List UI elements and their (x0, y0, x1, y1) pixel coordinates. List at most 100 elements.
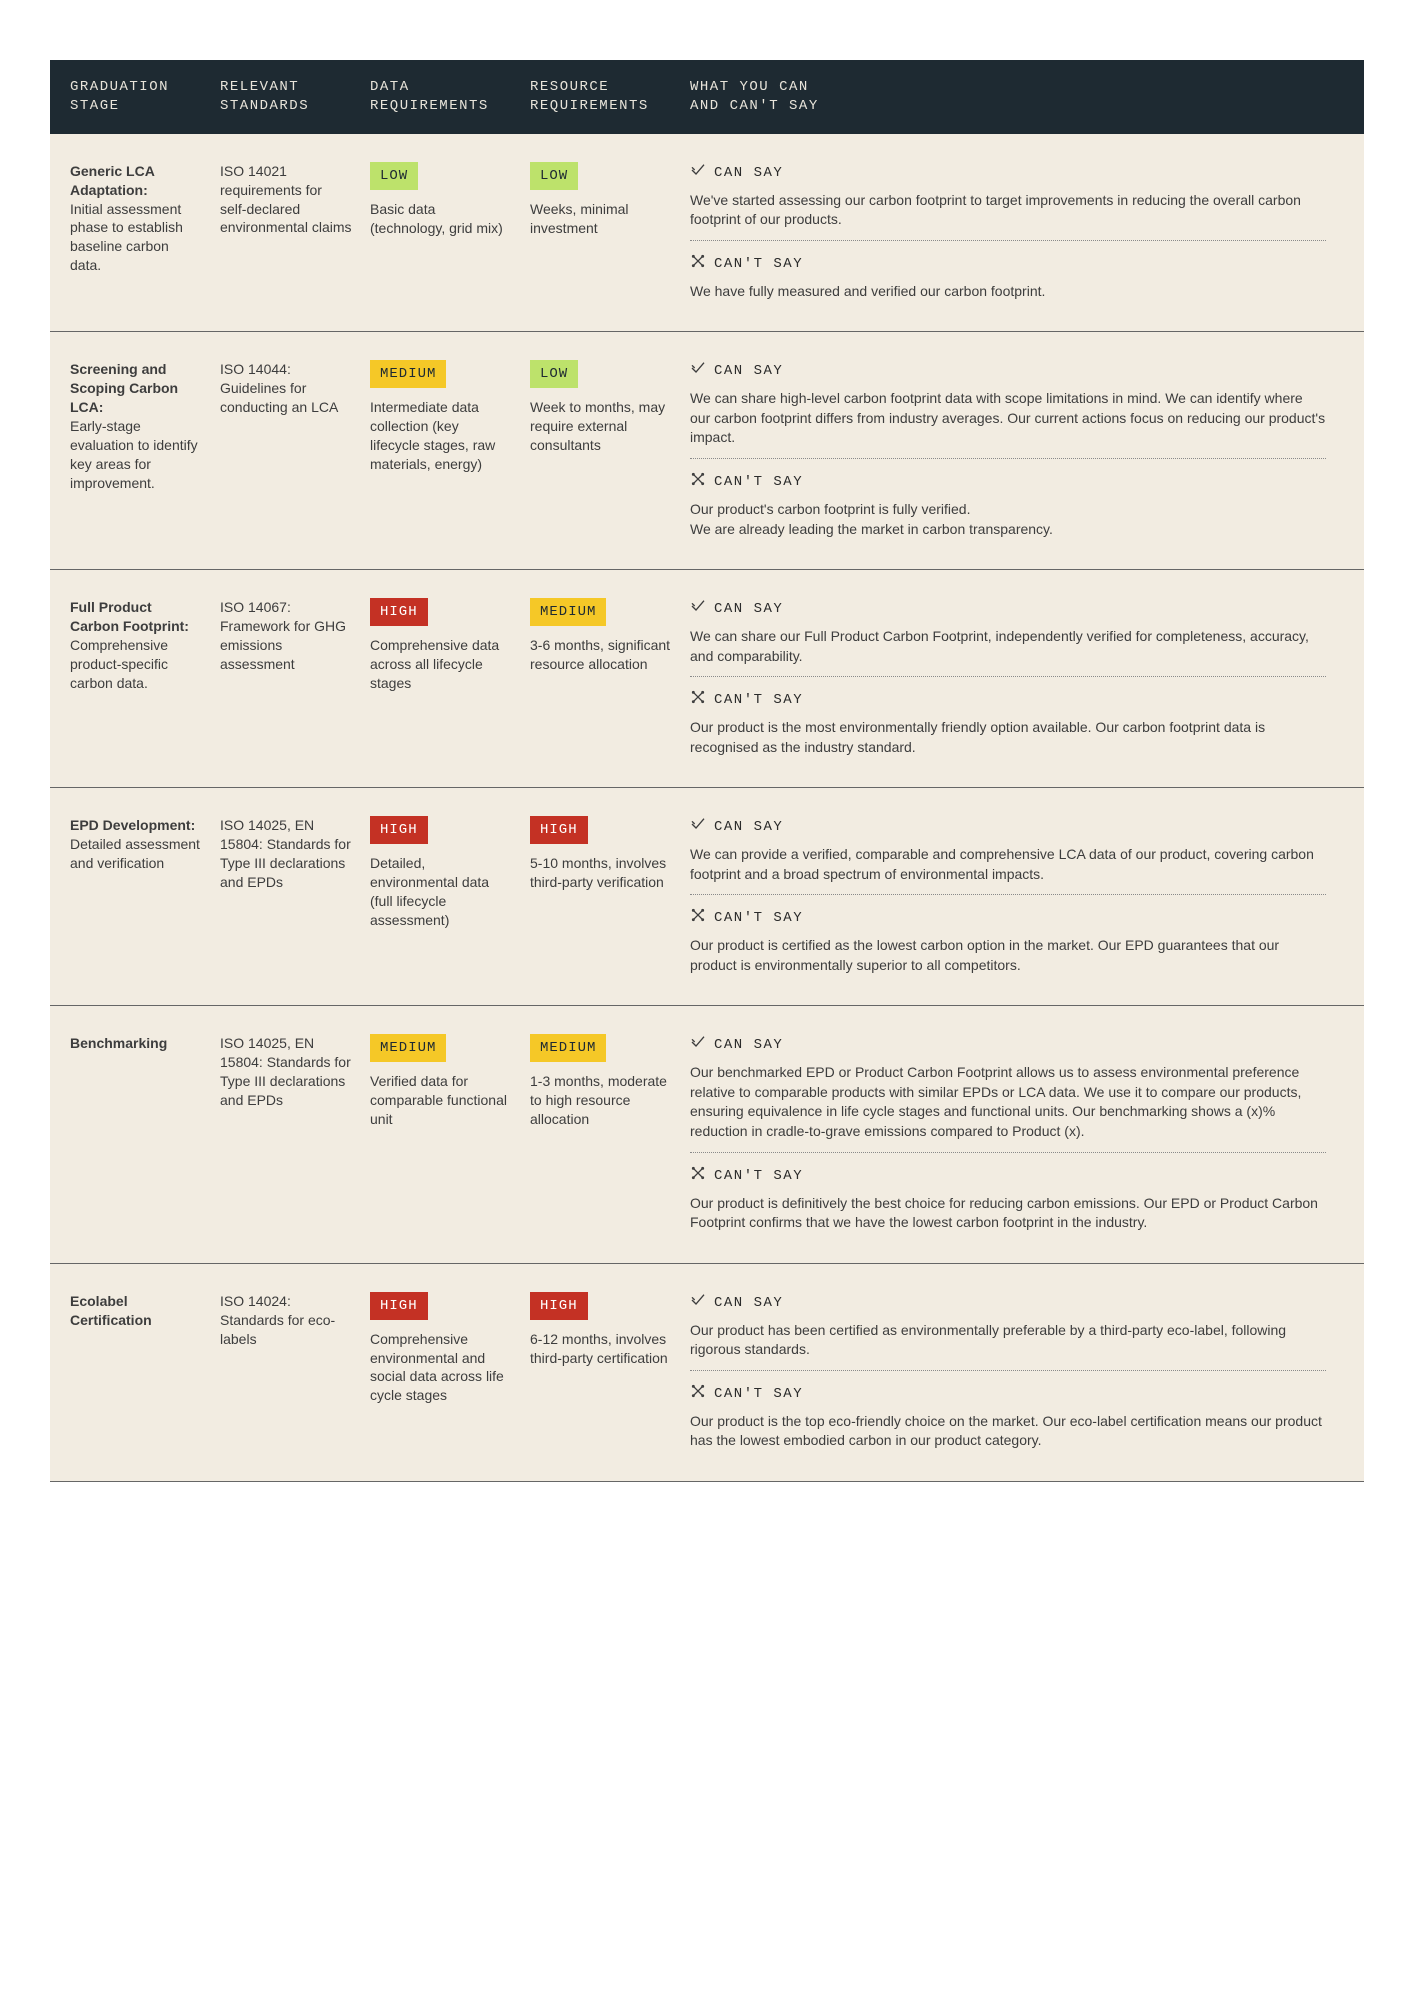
can-say-text: Our benchmarked EPD or Product Carbon Fo… (690, 1063, 1326, 1141)
table-row: BenchmarkingISO 14025, EN 15804: Standar… (50, 1006, 1364, 1263)
say-cell: CAN SAY Our product has been certified as… (690, 1292, 1344, 1455)
header-say: WHAT YOU CANAND CAN'T SAY (690, 78, 1344, 116)
stage-description: Early-stage evaluation to identify key a… (70, 417, 202, 493)
data-requirements-cell: HIGH Detailed, environmental data (full l… (370, 816, 530, 979)
say-cell: CAN SAY We can share high-level carbon fo… (690, 360, 1344, 543)
cant-say-header: CAN'T SAY (690, 471, 1326, 494)
can-say-label: CAN SAY (714, 1036, 783, 1055)
data-level-badge: LOW (370, 162, 418, 190)
resource-requirements-text: Weeks, minimal investment (530, 200, 672, 238)
can-say-header: CAN SAY (690, 1034, 1326, 1057)
resource-level-badge: HIGH (530, 1292, 588, 1320)
stage-description: Comprehensive product-specific carbon da… (70, 636, 202, 693)
resource-requirements-cell: MEDIUM1-3 months, moderate to high resou… (530, 1034, 690, 1236)
standards-cell: ISO 14024: Standards for eco-labels (220, 1292, 370, 1455)
table-row: Screening and Scoping Carbon LCA:Early-s… (50, 332, 1364, 570)
stage-title: EPD Development: (70, 816, 202, 835)
header-data: DATAREQUIREMENTS (370, 78, 530, 116)
cross-icon (690, 1165, 706, 1188)
cant-say-label: CAN'T SAY (714, 1167, 803, 1186)
stage-title: Full Product Carbon Footprint: (70, 598, 202, 636)
resource-requirements-text: 5-10 months, involves third-party verifi… (530, 854, 672, 892)
can-say-label: CAN SAY (714, 1294, 783, 1313)
cross-icon (690, 907, 706, 930)
resource-requirements-cell: LOW Week to months, may require external … (530, 360, 690, 543)
cant-say-header: CAN'T SAY (690, 1383, 1326, 1406)
cant-say-text: Our product is definitively the best cho… (690, 1194, 1326, 1233)
can-say-text: We can provide a verified, comparable an… (690, 845, 1326, 884)
dotted-divider (690, 240, 1326, 241)
can-say-header: CAN SAY (690, 360, 1326, 383)
data-requirements-cell: LOW Basic data (technology, grid mix) (370, 162, 530, 306)
say-cell: CAN SAY We've started assessing our carbo… (690, 162, 1344, 306)
cant-say-text: Our product is the top eco-friendly choi… (690, 1412, 1326, 1451)
can-say-header: CAN SAY (690, 816, 1326, 839)
stage-title: Ecolabel Certification (70, 1292, 202, 1330)
cant-say-text: Our product is the most environmentally … (690, 718, 1326, 757)
data-requirements-text: Detailed, environmental data (full lifec… (370, 854, 512, 930)
data-requirements-text: Basic data (technology, grid mix) (370, 200, 512, 238)
resource-requirements-cell: HIGH6-12 months, involves third-party ce… (530, 1292, 690, 1455)
cant-say-header: CAN'T SAY (690, 689, 1326, 712)
resource-level-badge: LOW (530, 162, 578, 190)
cant-say-text: Our product's carbon footprint is fully … (690, 500, 1326, 539)
data-requirements-cell: MEDIUM Intermediate data collection (key … (370, 360, 530, 543)
cant-say-header: CAN'T SAY (690, 1165, 1326, 1188)
check-icon (690, 360, 706, 383)
cant-say-label: CAN'T SAY (714, 473, 803, 492)
resource-requirements-text: 3-6 months, significant resource allocat… (530, 636, 672, 674)
cross-icon (690, 253, 706, 276)
can-say-header: CAN SAY (690, 1292, 1326, 1315)
table-row: EPD Development:Detailed assessment and … (50, 788, 1364, 1006)
stage-description: Initial assessment phase to establish ba… (70, 200, 202, 276)
resource-requirements-text: Week to months, may require external con… (530, 398, 672, 455)
rows-container: Generic LCA Adaptation:Initial assessmen… (50, 134, 1364, 1482)
cross-icon (690, 471, 706, 494)
stage-cell: Full Product Carbon Footprint:Comprehens… (70, 598, 220, 761)
stage-title: Screening and Scoping Carbon LCA: (70, 360, 202, 417)
data-level-badge: HIGH (370, 598, 428, 626)
check-icon (690, 816, 706, 839)
can-say-text: Our product has been certified as enviro… (690, 1321, 1326, 1360)
table-row: Ecolabel Certification ISO 14024: Standar… (50, 1264, 1364, 1482)
dotted-divider (690, 458, 1326, 459)
can-say-text: We can share high-level carbon footprint… (690, 389, 1326, 448)
can-say-text: We've started assessing our carbon footp… (690, 191, 1326, 230)
dotted-divider (690, 1370, 1326, 1371)
resource-level-badge: MEDIUM (530, 598, 606, 626)
resource-requirements-cell: MEDIUM 3-6 months, significant resource a… (530, 598, 690, 761)
check-icon (690, 162, 706, 185)
data-level-badge: MEDIUM (370, 360, 446, 388)
resource-requirements-cell: LOW Weeks, minimal investment (530, 162, 690, 306)
say-cell: CAN SAYWe can share our Full Product Car… (690, 598, 1344, 761)
data-requirements-text: Verified data for comparable functional … (370, 1072, 512, 1129)
standards-cell: ISO 14067: Framework for GHG emissions a… (220, 598, 370, 761)
say-cell: CAN SAY We can provide a verified, compar… (690, 816, 1344, 979)
cant-say-label: CAN'T SAY (714, 255, 803, 274)
cant-say-label: CAN'T SAY (714, 691, 803, 710)
standards-cell: ISO 14044: Guidelines for conducting an … (220, 360, 370, 543)
can-say-label: CAN SAY (714, 600, 783, 619)
data-level-badge: HIGH (370, 1292, 428, 1320)
cant-say-header: CAN'T SAY (690, 253, 1326, 276)
stage-cell: Generic LCA Adaptation:Initial assessmen… (70, 162, 220, 306)
can-say-label: CAN SAY (714, 362, 783, 381)
stage-description: Detailed assessment and verification (70, 835, 202, 873)
data-requirements-text: Comprehensive data across all lifecycle … (370, 636, 512, 693)
lca-graduation-table: GRADUATIONSTAGE RELEVANTSTANDARDS DATARE… (50, 60, 1364, 1482)
cant-say-header: CAN'T SAY (690, 907, 1326, 930)
can-say-header: CAN SAY (690, 162, 1326, 185)
check-icon (690, 598, 706, 621)
table-row: Full Product Carbon Footprint:Comprehens… (50, 570, 1364, 788)
standards-cell: ISO 14021 requirements for self-declared… (220, 162, 370, 306)
standards-cell: ISO 14025, EN 15804: Standards for Type … (220, 816, 370, 979)
cross-icon (690, 1383, 706, 1406)
stage-cell: Ecolabel Certification (70, 1292, 220, 1455)
dotted-divider (690, 1152, 1326, 1153)
data-requirements-cell: HIGH Comprehensive data across all lifecy… (370, 598, 530, 761)
dotted-divider (690, 676, 1326, 677)
data-level-badge: HIGH (370, 816, 428, 844)
data-requirements-text: Intermediate data collection (key lifecy… (370, 398, 512, 474)
can-say-header: CAN SAY (690, 598, 1326, 621)
resource-level-badge: LOW (530, 360, 578, 388)
